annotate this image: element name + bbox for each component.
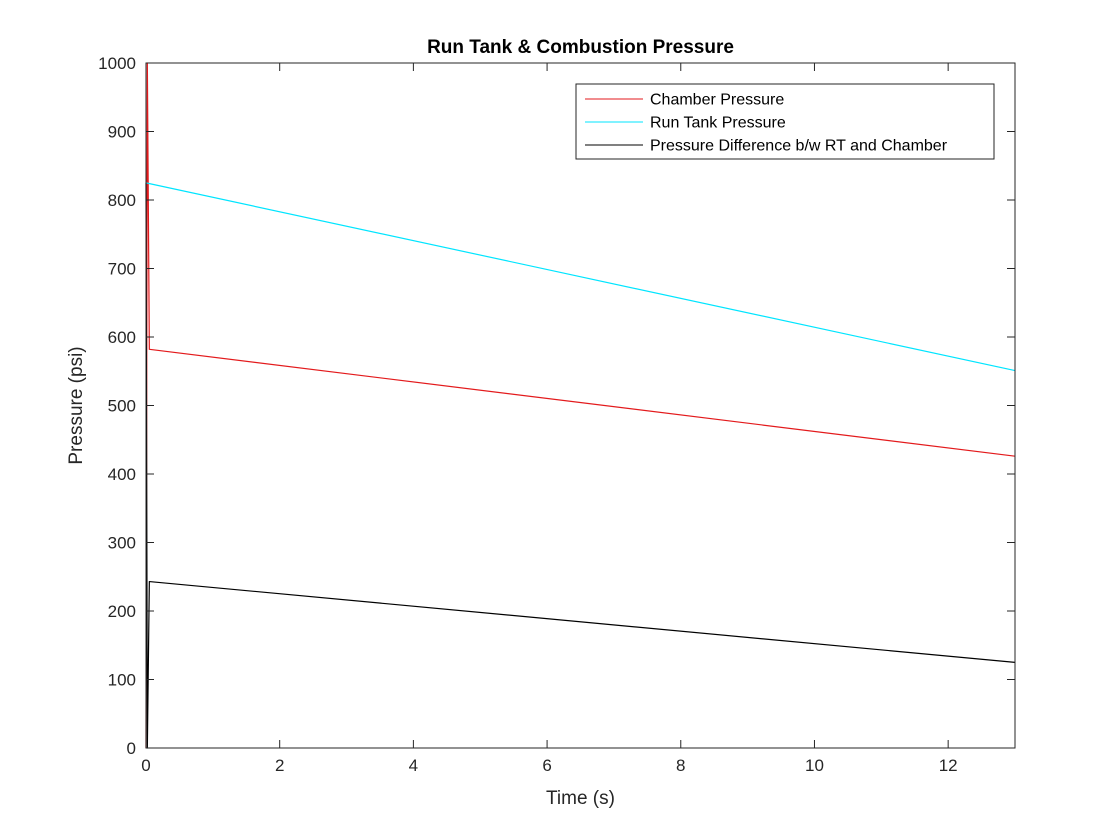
- plot-area: [146, 63, 1015, 748]
- series-line-run-tank-pressure: [145, 182, 1016, 372]
- y-tick-label-500: 500: [108, 397, 136, 416]
- y-tick-label-400: 400: [108, 465, 136, 484]
- x-tick-label-4: 4: [409, 756, 418, 775]
- chart-title: Run Tank & Combustion Pressure: [427, 37, 734, 58]
- y-tick-label-300: 300: [108, 534, 136, 553]
- y-tick-label-900: 900: [108, 123, 136, 142]
- x-tick-label-10: 10: [805, 756, 824, 775]
- y-tick-label-1000: 1000: [98, 54, 136, 73]
- y-tick-label-600: 600: [108, 328, 136, 347]
- series-line-pressure-difference-b-w-rt-and-chamber: [145, 182, 1016, 749]
- y-tick-label-800: 800: [108, 191, 136, 210]
- y-axis-label: Pressure (psi): [66, 346, 87, 464]
- legend-label-chamber-pressure: Chamber Pressure: [650, 92, 784, 109]
- y-tick-label-100: 100: [108, 671, 136, 690]
- x-axis: 0 2 4 6 8 10 12: [141, 63, 958, 775]
- y-tick-label-0: 0: [127, 739, 136, 758]
- legend-label-run-tank-pressure: Run Tank Pressure: [650, 115, 786, 132]
- legend: Chamber Pressure Run Tank Pressure Press…: [575, 83, 995, 160]
- x-tick-label-6: 6: [542, 756, 551, 775]
- x-tick-label-2: 2: [275, 756, 284, 775]
- x-axis-label: Time (s): [546, 788, 615, 809]
- legend-box: [575, 83, 995, 160]
- y-axis: 0 100 200 300 400 500 600 700 800 900 1000: [98, 54, 1015, 758]
- y-tick-label-200: 200: [108, 602, 136, 621]
- x-tick-label-8: 8: [676, 756, 685, 775]
- legend-label-pressure-difference: Pressure Difference b/w RT and Chamber: [650, 138, 948, 155]
- axes-background: [146, 63, 1015, 748]
- y-tick-label-700: 700: [108, 260, 136, 279]
- x-tick-label-12: 12: [939, 756, 958, 775]
- x-tick-label-0: 0: [141, 756, 150, 775]
